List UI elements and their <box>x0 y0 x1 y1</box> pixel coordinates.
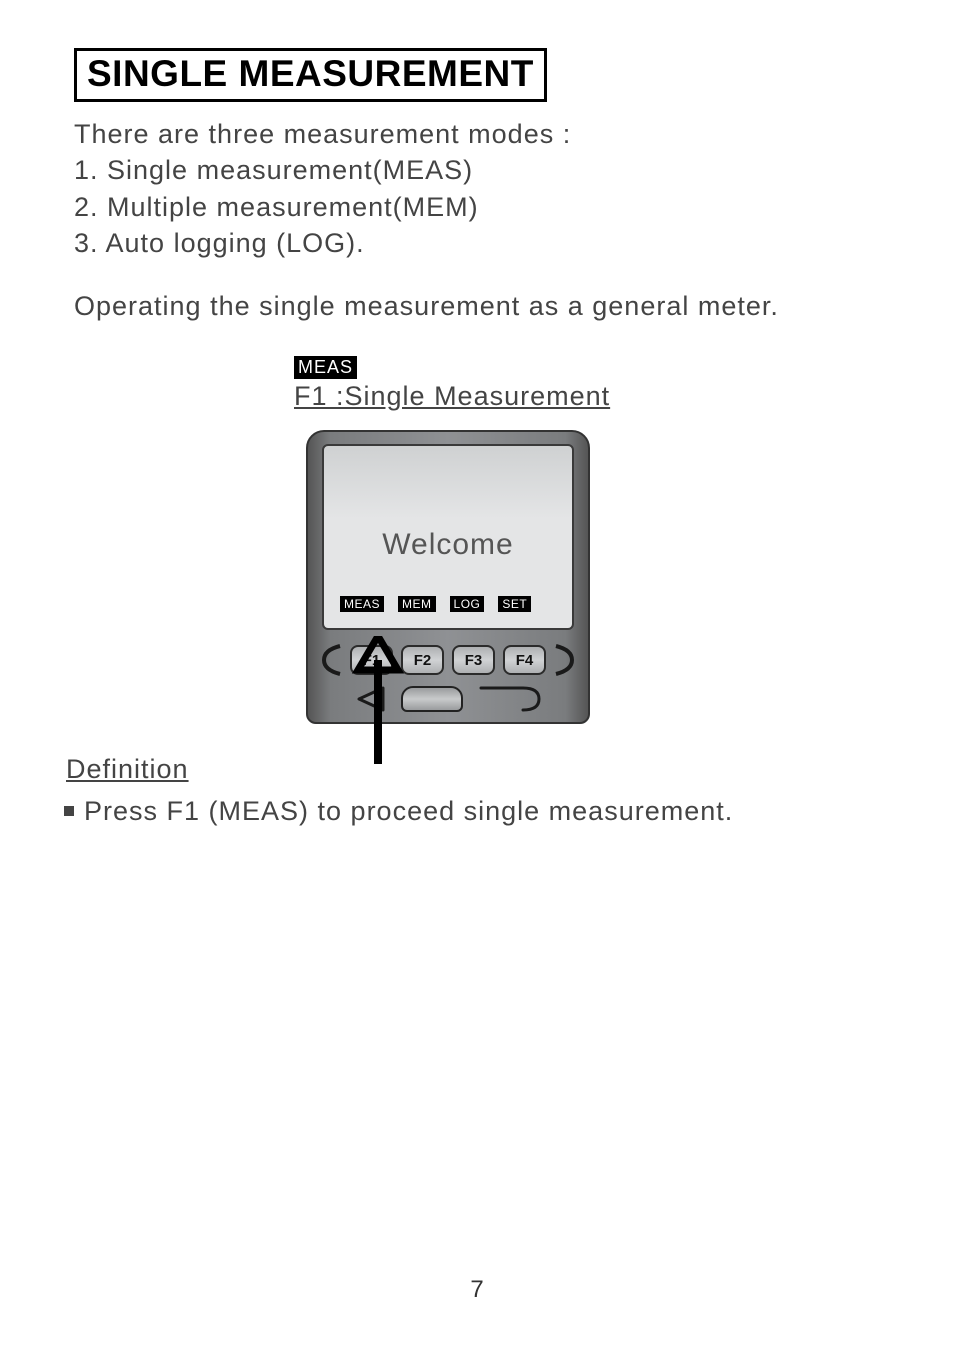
page-number: 7 <box>0 1276 954 1304</box>
f2-button[interactable]: F2 <box>401 645 444 675</box>
section-title-box: SINGLE MEASUREMENT <box>74 48 547 102</box>
nav-row <box>322 686 574 712</box>
intro-text: There are three measurement modes : <box>74 116 880 152</box>
soft-label-meas: MEAS <box>340 596 384 612</box>
bullet-text: Press F1 (MEAS) to proceed single measur… <box>84 793 733 829</box>
meas-block: MEAS F1 :Single Measurement <box>294 356 880 412</box>
f4-button[interactable]: F4 <box>503 645 546 675</box>
meas-tag: MEAS <box>294 356 357 379</box>
mode-3: 3. Auto logging (LOG). <box>74 225 880 261</box>
left-triangle-button[interactable] <box>355 686 385 712</box>
device-illustration: Welcome MEAS MEM LOG SET F1 F2 F3 F4 <box>306 430 616 724</box>
device-shell: Welcome MEAS MEM LOG SET F1 F2 F3 F4 <box>306 430 590 724</box>
bullet-row: Press F1 (MEAS) to proceed single measur… <box>64 793 880 829</box>
soft-label-set: SET <box>498 596 531 612</box>
right-curve-icon <box>554 644 574 676</box>
definition-heading: Definition <box>66 754 880 785</box>
device-lcd: Welcome MEAS MEM LOG SET <box>322 444 574 630</box>
left-curve-icon <box>322 644 342 676</box>
fkey-row: F1 F2 F3 F4 <box>322 644 574 676</box>
bullet-square-icon <box>64 806 74 816</box>
lcd-inner: Welcome MEAS MEM LOG SET <box>330 452 566 622</box>
soft-label-mem: MEM <box>398 596 436 612</box>
operating-text: Operating the single measurement as a ge… <box>74 288 880 324</box>
mode-1: 1. Single measurement(MEAS) <box>74 152 880 188</box>
page: SINGLE MEASUREMENT There are three measu… <box>0 0 954 1346</box>
soft-label-log: LOG <box>450 596 485 612</box>
f3-button[interactable]: F3 <box>452 645 495 675</box>
mode-2: 2. Multiple measurement(MEM) <box>74 189 880 225</box>
f1-caption: F1 :Single Measurement <box>294 381 880 412</box>
right-pill-curve-icon <box>479 686 541 712</box>
center-pill-button[interactable] <box>401 686 463 712</box>
section-title: SINGLE MEASUREMENT <box>87 53 534 94</box>
lcd-welcome-text: Welcome <box>330 528 566 562</box>
lcd-soft-labels: MEAS MEM LOG SET <box>340 596 556 612</box>
f1-button[interactable]: F1 <box>350 645 393 675</box>
